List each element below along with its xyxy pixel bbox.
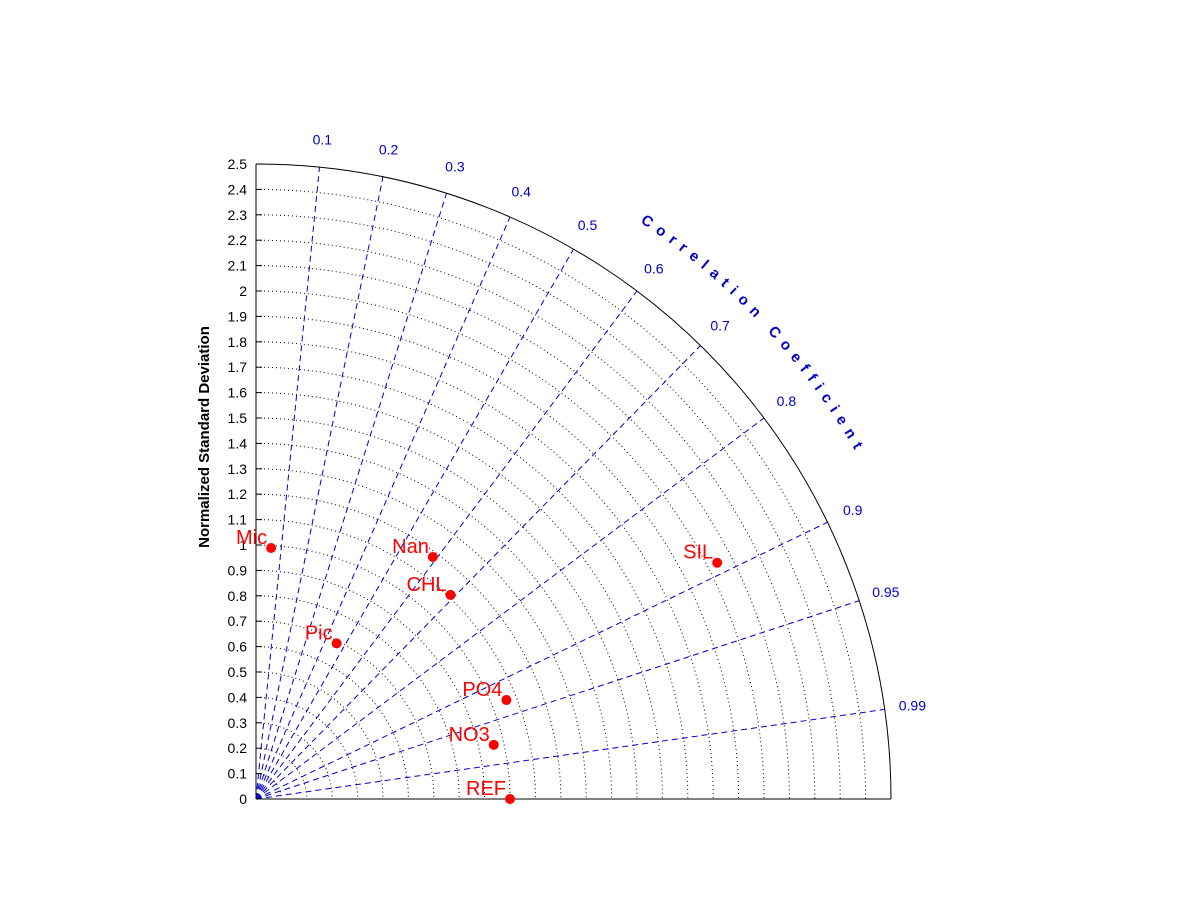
std-grid-arc — [255, 671, 384, 800]
std-grid-arc — [255, 341, 714, 800]
correlation-ray — [255, 176, 384, 800]
correlation-title-text: Correlation Coefficient — [638, 211, 870, 458]
std-tick-label: 1.6 — [228, 385, 248, 401]
point-po4 — [501, 695, 512, 706]
std-grid-arcs — [255, 188, 867, 800]
std-tick-label: 2.4 — [228, 181, 248, 197]
std-tick-label: 1.4 — [228, 435, 248, 451]
point-label-chl: CHL — [407, 574, 447, 596]
std-grid-arc — [255, 569, 486, 800]
std-grid-arc — [255, 417, 638, 800]
correlation-tick-label: 0.8 — [777, 393, 797, 409]
correlation-tick-label: 0.2 — [379, 141, 399, 157]
std-tick-label: 1.3 — [228, 461, 248, 477]
correlation-tick-label: 0.1 — [313, 131, 333, 147]
std-tick-label: 2.2 — [228, 232, 248, 248]
point-label-pic: Pic — [305, 622, 333, 644]
std-tick-label: 0.7 — [228, 613, 248, 629]
std-tick-label: 2 — [239, 283, 247, 299]
std-tick-label: 0.3 — [228, 715, 248, 731]
correlation-title: Correlation Coefficient — [638, 211, 870, 458]
std-tick-label: 0.4 — [228, 689, 248, 705]
correlation-tick-label: 0.99 — [899, 697, 926, 713]
std-tick-label: 2.1 — [228, 258, 248, 274]
correlation-tick-label: 0.9 — [843, 502, 863, 518]
correlation-tick-label: 0.7 — [710, 318, 730, 334]
std-grid-arc — [255, 493, 562, 800]
std-grid-arc — [255, 722, 333, 800]
point-mic — [266, 542, 277, 553]
correlation-ray — [255, 290, 638, 800]
std-grid-arc — [255, 519, 536, 800]
std-grid-arc — [255, 442, 613, 800]
point-label-mic: Mic — [236, 527, 267, 549]
std-tick-label: 2.5 — [228, 156, 248, 172]
correlation-ray — [255, 216, 511, 800]
correlation-tick-label: 0.6 — [644, 261, 664, 277]
point-label-sil: SIL — [683, 542, 713, 564]
std-tick-label: 0.6 — [228, 639, 248, 655]
correlation-ray — [255, 193, 447, 800]
std-tick-label: 1.2 — [228, 486, 248, 502]
point-label-no3: NO3 — [449, 724, 490, 746]
std-tick-label: 1.5 — [228, 410, 248, 426]
std-grid-arc — [255, 315, 740, 800]
correlation-ray — [255, 248, 574, 800]
std-tick-label: 0.1 — [228, 766, 248, 782]
point-chl — [445, 589, 456, 600]
correlation-ray — [255, 600, 860, 800]
std-grid-arc — [255, 468, 587, 800]
data-points: Mic Nan CHL SIL Pic PO4 NO3 REF — [236, 527, 723, 804]
std-tick-label: 0 — [239, 791, 247, 807]
std-tick-label: 0.2 — [228, 740, 248, 756]
std-grid-arc — [255, 265, 790, 800]
std-tick-label: 1.1 — [228, 512, 248, 528]
y-axis-label: Normalized Standard Deviation — [196, 326, 213, 548]
std-tick-label: 0.9 — [228, 562, 248, 578]
correlation-ray — [255, 417, 765, 800]
correlation-rays — [255, 167, 885, 800]
std-grid-arc — [255, 188, 867, 800]
outer-arc — [255, 163, 892, 800]
correlation-ray — [255, 521, 828, 800]
point-ref — [505, 794, 515, 804]
std-grid-arc — [255, 366, 689, 800]
std-tick-label: 1 — [239, 537, 247, 553]
correlation-tick-label: 0.5 — [578, 217, 598, 233]
std-tick-label: 0.8 — [228, 588, 248, 604]
correlation-tick-label: 0.95 — [872, 584, 899, 600]
point-pic — [331, 638, 342, 649]
correlation-tick-label: 0.4 — [511, 183, 531, 199]
correlation-tick-label: 0.3 — [445, 159, 465, 175]
correlation-ray — [255, 708, 885, 800]
std-tick-label: 1.7 — [228, 359, 248, 375]
correlation-tick-labels: 0.1 0.2 0.3 0.4 0.5 0.6 0.7 0.8 0.9 0.95 0.99 — [313, 131, 927, 713]
std-grid-arc — [255, 239, 816, 800]
point-nan — [427, 552, 438, 563]
std-grid-arc — [255, 544, 511, 800]
std-tick-label: 1.9 — [228, 308, 248, 324]
std-tick-label: 0.5 — [228, 664, 248, 680]
std-tick-label: 1.8 — [228, 334, 248, 350]
point-label-ref: REF — [466, 778, 506, 800]
axes — [255, 163, 892, 800]
point-sil — [712, 557, 723, 568]
std-tick-label: 2.3 — [228, 207, 248, 223]
correlation-ray — [255, 167, 320, 800]
std-grid-arc — [255, 620, 435, 800]
point-label-nan: Nan — [392, 536, 429, 558]
point-no3 — [488, 739, 499, 750]
point-label-po4: PO4 — [462, 679, 502, 701]
std-tick-labels: 0 0.1 0.2 0.3 0.4 0.5 0.6 0.7 0.8 0.9 1 1.1 1.2 1.3 1.… — [228, 156, 262, 807]
correlation-ray — [255, 345, 701, 800]
std-grid-arc — [255, 290, 765, 800]
